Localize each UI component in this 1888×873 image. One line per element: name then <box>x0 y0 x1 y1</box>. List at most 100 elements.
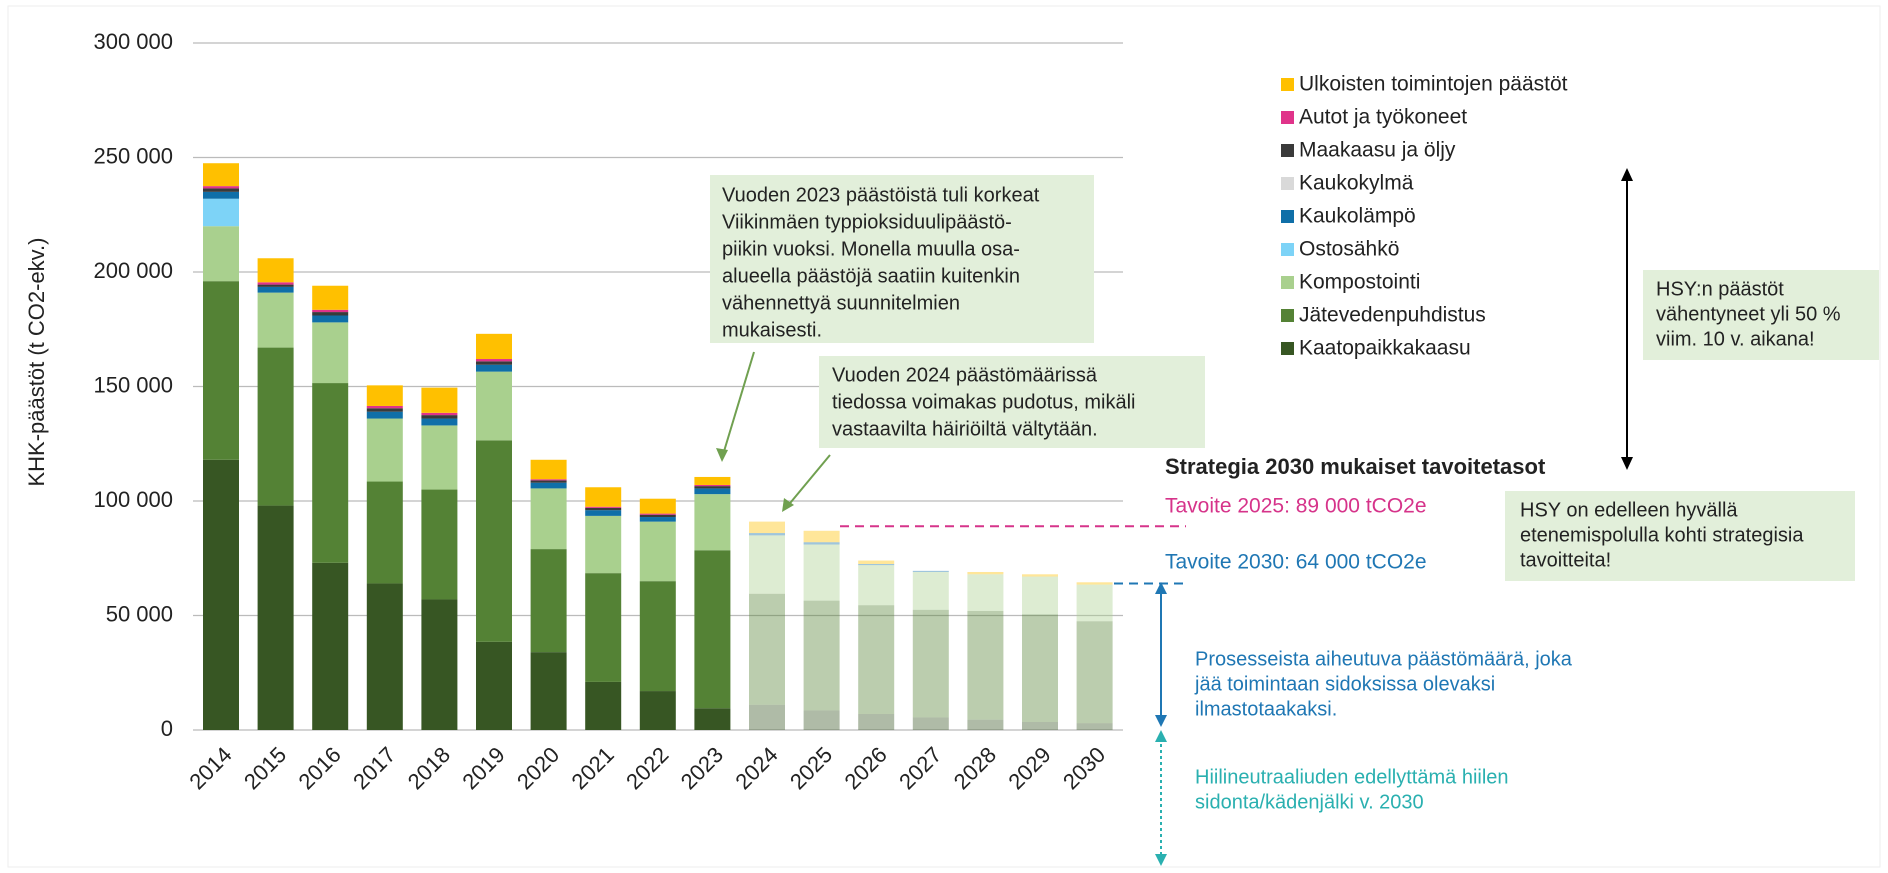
annotation: alueella päästöjä saatiin kuitenkin <box>722 265 1020 287</box>
bar-segment <box>639 581 676 692</box>
annotation: sidonta/kädenjälki v. 2030 <box>1195 791 1424 813</box>
bar-segment <box>366 411 403 419</box>
bar-segment <box>803 544 840 601</box>
arrowhead <box>1155 715 1167 727</box>
bar-segment <box>912 571 949 610</box>
bar-segment <box>312 285 349 310</box>
annotation: mukaisesti. <box>722 319 822 341</box>
bar-segment <box>530 459 567 480</box>
legend-label: Maakaasu ja öljy <box>1299 139 1456 162</box>
annotation: Hiilineutraaliuden edellyttämä hiilen <box>1195 766 1509 788</box>
annotation: piikin vuoksi. Monella muulla osa- <box>722 238 1020 260</box>
bar-segment <box>476 361 512 365</box>
annotation: vähentyneet yli 50 % <box>1656 303 1841 325</box>
legend-swatch <box>1281 342 1294 355</box>
bar-segment <box>366 418 403 482</box>
bar-segment <box>585 510 622 516</box>
bar-segment <box>639 513 676 515</box>
annotation: HSY:n päästöt <box>1656 278 1784 300</box>
legend-label: Autot ja työkoneet <box>1299 106 1467 129</box>
bar-segment <box>639 517 676 522</box>
bar-segment <box>203 459 239 730</box>
annotation: vastaavilta häiriöiltä vältytään. <box>832 418 1098 440</box>
bar-segment <box>803 710 840 730</box>
bar-segment <box>639 521 676 582</box>
bar-segment <box>476 371 512 441</box>
bar-segment <box>694 484 731 487</box>
y-tick-label: 300 000 <box>93 29 173 54</box>
note-box <box>1505 491 1855 581</box>
bar-segment <box>312 562 349 730</box>
legend-label: Kaukokylmä <box>1299 172 1414 195</box>
arrowhead <box>1155 730 1167 742</box>
note-box <box>819 356 1205 448</box>
annotation: ilmastotaakaksi. <box>1195 698 1337 720</box>
annotation: HSY on edelleen hyvällä <box>1520 499 1738 521</box>
bar-segment <box>749 521 785 534</box>
bar-segment <box>639 514 676 518</box>
bar-segment <box>967 610 1004 720</box>
arrowhead <box>716 448 728 462</box>
bar-segment <box>312 315 349 323</box>
bar-segment <box>366 481 403 584</box>
y-tick-label: 200 000 <box>93 258 173 283</box>
target-label: Tavoite 2030: 64 000 tCO2e <box>1165 551 1427 574</box>
legend-label: Ostosähkö <box>1299 238 1399 261</box>
bar-segment <box>803 530 840 543</box>
bars <box>203 163 1113 730</box>
annotation: tiedossa voimakas pudotus, mikäli <box>832 391 1135 413</box>
bar-segment <box>476 333 512 360</box>
legend-swatch <box>1281 276 1294 289</box>
bar-segment <box>312 312 349 316</box>
y-tick-label: 50 000 <box>106 601 173 626</box>
legend-swatch <box>1281 309 1294 322</box>
bar-segment <box>257 282 294 285</box>
bar-segment <box>1076 582 1113 585</box>
bar-segment <box>803 542 840 545</box>
bar-segment <box>585 506 622 508</box>
bar-segment <box>203 191 239 199</box>
bar-segment <box>1076 723 1113 730</box>
bar-segment <box>1022 721 1058 730</box>
legend-swatch <box>1281 111 1294 124</box>
bar-segment <box>421 412 458 416</box>
bar-segment <box>530 482 567 489</box>
bar-segment <box>694 488 731 495</box>
bar-segment <box>421 418 458 426</box>
note-box <box>710 175 1094 343</box>
bar-segment <box>203 198 239 227</box>
bar-segment <box>694 708 731 730</box>
bar-segment <box>967 574 1004 611</box>
bar-segment <box>257 284 294 287</box>
bar-segment <box>858 560 895 564</box>
bar-segment <box>967 571 1004 575</box>
bar-segment <box>749 593 785 705</box>
bar-segment <box>421 415 458 419</box>
bar-segment <box>476 359 512 362</box>
y-axis-label: KHK-päästöt (t CO2-ekv.) <box>24 238 49 487</box>
legend-label: Ulkoisten toimintojen päästöt <box>1299 73 1568 96</box>
legend-swatch <box>1281 210 1294 223</box>
annotation: Prosesseista aiheutuva päästömäärä, joka <box>1195 648 1573 670</box>
bar-segment <box>312 383 349 563</box>
arrowhead <box>1155 582 1167 594</box>
arrow <box>721 351 755 459</box>
legend-label: Kaatopaikkakaasu <box>1299 337 1471 360</box>
bar-segment <box>639 498 676 514</box>
bar-segment <box>203 186 239 189</box>
y-tick-label: 150 000 <box>93 372 173 397</box>
bar-segment <box>858 713 895 730</box>
bar-segment <box>366 385 403 406</box>
bar-segment <box>1022 576 1058 615</box>
bar-segment <box>312 322 349 384</box>
target-label: Tavoite 2025: 89 000 tCO2e <box>1165 495 1427 518</box>
bar-segment <box>694 486 731 489</box>
bar-segment <box>421 489 458 600</box>
arrowhead <box>782 498 794 512</box>
bar-segment <box>858 563 895 566</box>
bar-segment <box>749 533 785 536</box>
bar-segment <box>366 408 403 412</box>
bar-segment <box>694 476 731 485</box>
annotation: jää toimintaan sidoksissa olevaksi <box>1194 673 1495 695</box>
